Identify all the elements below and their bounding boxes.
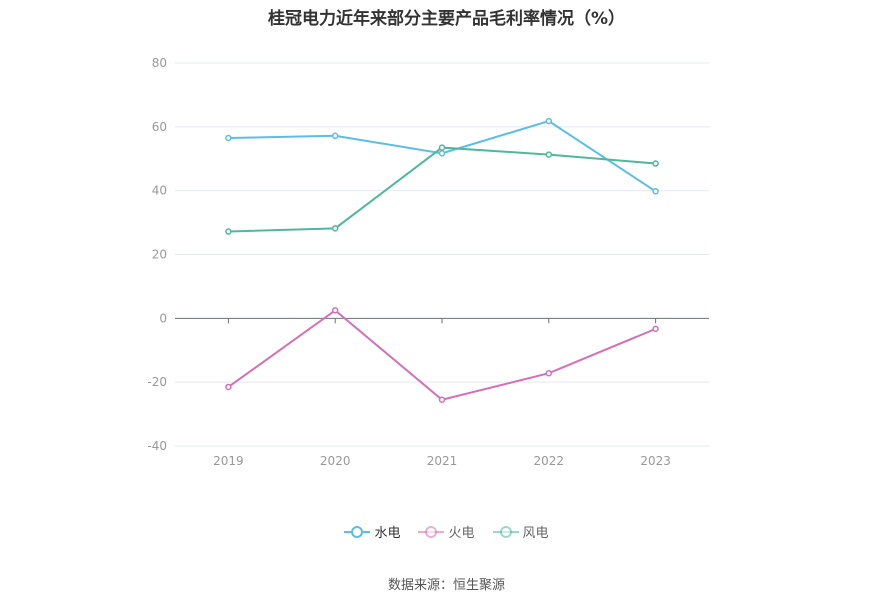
y-tick-label: 80 <box>152 56 167 70</box>
x-tick-label: 2021 <box>427 454 458 468</box>
data-point[interactable] <box>438 150 446 157</box>
y-tick-label: 0 <box>159 311 167 325</box>
x-tick-label: 2019 <box>213 454 244 468</box>
grid-layer <box>175 62 709 447</box>
data-point[interactable] <box>545 369 553 377</box>
x-tick-label: 2020 <box>320 454 351 468</box>
series-line-1 <box>227 309 656 401</box>
data-point[interactable] <box>652 160 659 167</box>
data-point[interactable] <box>331 225 339 232</box>
x-tick-label: 2023 <box>640 454 671 468</box>
legend-marker-icon <box>492 525 519 538</box>
y-tick-label: 60 <box>152 120 167 134</box>
data-point[interactable] <box>652 188 659 195</box>
y-tick-label: -20 <box>147 375 167 389</box>
legend-label: 水电 <box>374 526 401 541</box>
legend-label: 火电 <box>448 526 475 541</box>
x-tick-label: 2022 <box>534 454 565 468</box>
data-point[interactable] <box>225 383 232 391</box>
data-point[interactable] <box>331 132 339 140</box>
data-point[interactable] <box>225 134 232 142</box>
legend-item[interactable]: 火电 <box>418 522 475 541</box>
data-point[interactable] <box>331 307 339 314</box>
data-point[interactable] <box>545 117 553 125</box>
y-tick-label: -40 <box>147 439 167 453</box>
data-point[interactable] <box>545 151 553 158</box>
legend-item[interactable]: 水电 <box>344 522 400 541</box>
data-point[interactable] <box>652 325 659 333</box>
chart-title: 桂冠电力近年来部分主要产品毛利率情况（%） <box>267 9 626 29</box>
y-tick-label: 20 <box>152 248 167 262</box>
y-tick-label: 40 <box>152 184 167 198</box>
data-point[interactable] <box>438 144 446 151</box>
legend: 水电 火电 风电 <box>0 522 893 541</box>
legend-item[interactable]: 风电 <box>492 522 549 541</box>
legend-marker-icon <box>418 525 445 538</box>
series-layer <box>225 117 659 403</box>
axis-layer: -40 -20 0 20 40 60 80 2019 2020 2021 2022 2023 <box>147 56 709 468</box>
data-source-note: 数据来源：恒生聚源 <box>387 578 505 593</box>
series-line-2 <box>228 146 656 233</box>
legend-label: 风电 <box>522 526 549 541</box>
legend-marker-icon <box>344 525 371 538</box>
data-point[interactable] <box>225 228 232 235</box>
data-point[interactable] <box>438 396 446 403</box>
